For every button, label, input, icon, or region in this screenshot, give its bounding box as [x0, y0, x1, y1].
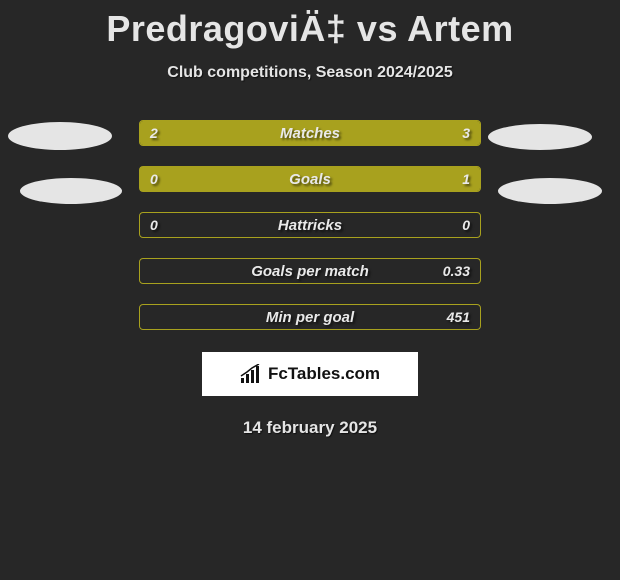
stats-container: 2 Matches 3 0 Goals 1 0 Hattricks 0 Goals per mat… [139, 120, 481, 330]
bar-chart-icon [240, 364, 264, 384]
stat-left-value: 2 [150, 125, 158, 141]
brand-text: FcTables.com [268, 364, 380, 384]
stat-label: Goals per match [251, 263, 369, 280]
decorative-ellipse [498, 178, 602, 204]
brand-box[interactable]: FcTables.com [202, 352, 418, 396]
decorative-ellipse [8, 122, 112, 150]
stat-right-value: 0.33 [443, 263, 470, 279]
decorative-ellipse [488, 124, 592, 150]
stat-right-value: 1 [462, 171, 470, 187]
stat-row: 0 Goals 1 [139, 166, 481, 192]
stat-right-value: 3 [462, 125, 470, 141]
stat-label: Hattricks [278, 217, 342, 234]
stat-row: Min per goal 451 [139, 304, 481, 330]
stat-left-value: 0 [150, 217, 158, 233]
stat-fill-left [140, 121, 276, 145]
stat-row: Goals per match 0.33 [139, 258, 481, 284]
stat-row: 0 Hattricks 0 [139, 212, 481, 238]
footer-date: 14 february 2025 [0, 418, 620, 438]
page-subtitle: Club competitions, Season 2024/2025 [0, 64, 620, 82]
stat-right-value: 451 [447, 309, 470, 325]
stat-label: Goals [289, 171, 331, 188]
stat-label: Min per goal [266, 309, 354, 326]
stat-left-value: 0 [150, 171, 158, 187]
page-title: PredragoviÄ‡ vs Artem [0, 0, 620, 50]
stat-right-value: 0 [462, 217, 470, 233]
decorative-ellipse [20, 178, 122, 204]
stat-row: 2 Matches 3 [139, 120, 481, 146]
stat-label: Matches [280, 125, 340, 142]
